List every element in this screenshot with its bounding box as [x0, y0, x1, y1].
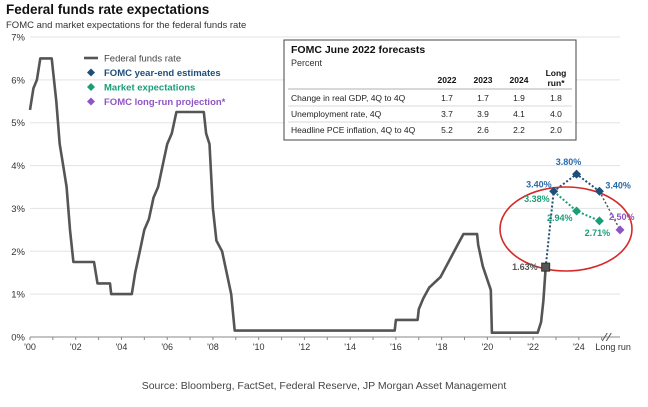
forecast-table-cell: 2.2 [513, 125, 525, 135]
x-tick-label: '20 [481, 342, 493, 352]
market-expectation-point [594, 216, 604, 226]
source-note: Source: Bloomberg, FactSet, Federal Rese… [141, 380, 507, 392]
forecast-table-cell: 1.7 [441, 93, 453, 103]
forecast-table-title: FOMC June 2022 forecasts [291, 44, 425, 56]
legend-swatch [87, 68, 95, 77]
fomc-estimate-point [572, 169, 582, 179]
legend-swatch [87, 83, 95, 91]
x-tick-label: '04 [116, 342, 128, 352]
forecast-table-cell: 1.7 [477, 93, 489, 103]
y-tick-label: 5% [11, 118, 25, 129]
forecast-table-cell: 4.1 [513, 109, 525, 119]
forecast-table-row-label: Headline PCE inflation, 4Q to 4Q [291, 125, 416, 135]
y-tick-label: 4% [11, 161, 25, 172]
x-tick-label: '06 [161, 342, 173, 352]
legend-label: Market expectations [104, 83, 195, 94]
forecast-table-cell: 2.0 [550, 125, 562, 135]
x-tick-label: '22 [527, 342, 539, 352]
long-run-projection-line [598, 190, 621, 231]
fomc-estimate-label: 3.80% [556, 157, 582, 167]
legend-label: Federal funds rate [104, 54, 181, 65]
forecast-table-header: 2022 [438, 75, 457, 85]
market-expectation-point [572, 206, 582, 216]
highlight-ellipse [499, 186, 633, 272]
forecast-table-header: run* [548, 78, 566, 88]
chart-title: Federal funds rate expectations [6, 2, 210, 17]
forecast-table-cell: 5.2 [441, 125, 453, 135]
fed-funds-current-label: 1.63% [512, 262, 538, 272]
forecast-table-header: 2024 [510, 75, 529, 85]
y-tick-label: 6% [11, 75, 25, 86]
forecast-table-box [283, 39, 577, 141]
x-tick-label: '16 [390, 342, 402, 352]
fomc-estimate-label: 3.40% [526, 179, 552, 189]
forecast-table-header: 2023 [474, 75, 493, 85]
long-run-projection-label: 2.50% [609, 212, 635, 222]
market-expectation-label: 2.94% [547, 213, 573, 223]
x-tick-label: Long run [595, 342, 631, 352]
y-tick-label: 7% [11, 33, 25, 44]
y-tick-label: 3% [11, 204, 25, 215]
forecast-table-header: Long [546, 68, 567, 78]
x-tick-label: '12 [299, 342, 311, 352]
legend-swatch [87, 97, 95, 106]
legend-label: FOMC year-end estimates [104, 68, 221, 79]
x-tick-label: '08 [207, 342, 219, 352]
forecast-table-cell: 4.0 [550, 109, 562, 119]
y-tick-label: 1% [11, 290, 25, 301]
x-tick-label: '10 [253, 342, 265, 352]
forecast-table-cell: 3.9 [477, 109, 489, 119]
x-tick-label: '18 [436, 342, 448, 352]
x-tick-label: '02 [70, 342, 82, 352]
forecast-table-subtitle: Percent [291, 58, 323, 68]
market-expectation-label: 2.71% [585, 228, 611, 238]
x-tick-label: '24 [573, 342, 585, 352]
fed-funds-current-marker [541, 262, 551, 272]
forecast-table-cell: 3.7 [441, 109, 453, 119]
y-tick-label: 0% [11, 333, 25, 344]
x-tick-label: '14 [344, 342, 356, 352]
legend-label: FOMC long-run projection* [104, 97, 226, 108]
axis-break-mark [601, 332, 608, 342]
y-tick-label: 2% [11, 247, 25, 258]
forecast-table-cell: 2.6 [477, 125, 489, 135]
forecast-table-cell: 1.8 [550, 93, 562, 103]
fomc-estimate-point [549, 186, 559, 196]
forecast-table-row-label: Change in real GDP, 4Q to 4Q [291, 93, 406, 103]
x-tick-label: '00 [24, 342, 36, 352]
forecast-table-row-label: Unemployment rate, 4Q [291, 109, 382, 119]
forecast-table-cell: 1.9 [513, 93, 525, 103]
long-run-projection-point [615, 225, 625, 235]
fed-funds-rate-line [28, 57, 547, 335]
axis-break-mark [605, 332, 612, 342]
market-expectation-label: 3.38% [524, 194, 550, 204]
fomc-estimate-label: 3.40% [605, 180, 631, 190]
fomc-estimate-point [594, 186, 604, 196]
chart-subtitle: FOMC and market expectations for the fed… [6, 20, 247, 31]
